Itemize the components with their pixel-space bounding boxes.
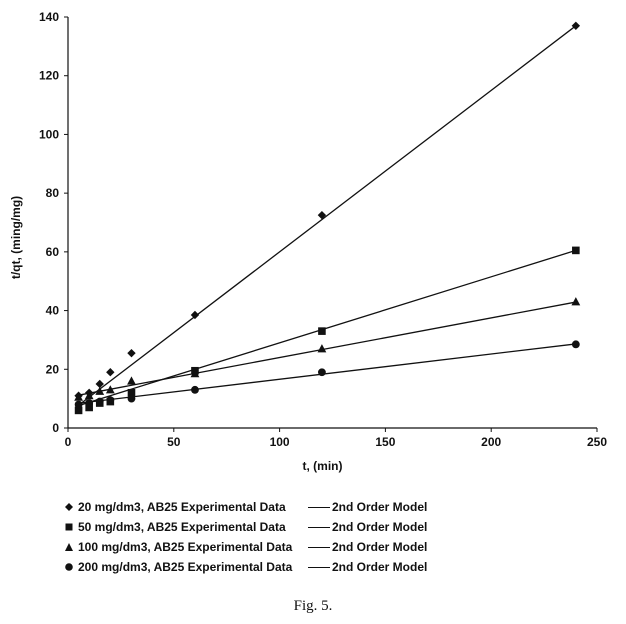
data-point-square: [572, 246, 580, 255]
data-points: [74, 21, 581, 415]
data-point-circle: [74, 400, 83, 409]
data-point-triangle: [127, 376, 136, 385]
y-tick-label: 80: [46, 186, 60, 200]
x-tick-label: 100: [270, 435, 290, 449]
data-point-square: [127, 388, 136, 397]
legend-model-label: 2nd Order Model: [332, 500, 428, 514]
x-axis-title: t, (min): [303, 459, 343, 473]
x-tick-label: 250: [587, 435, 607, 449]
data-point-circle: [106, 396, 115, 405]
data-point-circle: [571, 340, 580, 349]
data-point-diamond: [190, 310, 200, 320]
triangle-marker-icon: [60, 542, 78, 552]
data-point-square: [318, 327, 326, 335]
data-point-diamond: [95, 379, 104, 389]
legend-entry: 20 mg/dm3, AB25 Experimental Data 2nd Ord…: [60, 497, 530, 517]
data-point-triangle: [84, 391, 94, 400]
data-point-circle: [191, 385, 199, 394]
data-point-diamond: [106, 368, 115, 377]
data-point-triangle: [571, 297, 581, 306]
axes: [64, 16, 598, 432]
diamond-marker-icon: [60, 502, 78, 512]
data-point-diamond: [317, 210, 327, 220]
y-tick-label: 60: [46, 245, 60, 259]
legend-series-label: 20 mg/dm3, AB25 Experimental Data: [78, 500, 286, 514]
model-line-4: [78, 343, 576, 404]
data-point-triangle: [105, 385, 115, 394]
legend-model-label: 2nd Order Model: [332, 520, 428, 534]
y-tick-label: 100: [39, 127, 59, 141]
legend-line-swatch: [308, 506, 330, 508]
legend-model-label: 2nd Order Model: [332, 540, 428, 554]
legend-model-label: 2nd Order Model: [332, 560, 428, 574]
figure-caption: Fig. 5.: [293, 598, 333, 614]
x-tick-label: 200: [481, 435, 501, 449]
y-tick-label: 0: [52, 421, 59, 435]
model-line-2: [78, 249, 577, 407]
data-point-triangle: [190, 369, 200, 378]
x-tick-label: 0: [65, 435, 72, 449]
legend-series-label: 200 mg/dm3, AB25 Experimental Data: [78, 560, 293, 574]
legend-line-swatch: [308, 526, 330, 528]
circle-marker-icon: [60, 562, 78, 572]
x-tick-label: 150: [375, 435, 395, 449]
legend-entry: 100 mg/dm3, AB25 Experimental Data 2nd Or…: [60, 537, 530, 557]
legend-entry: 200 mg/dm3, AB25 Experimental Data 2nd Or…: [60, 557, 530, 577]
model-line-3: [78, 301, 576, 396]
y-tick-label: 40: [46, 304, 60, 318]
data-point-square: [85, 403, 93, 412]
data-point-circle: [127, 394, 136, 403]
model-line-1: [78, 25, 577, 406]
data-point-diamond: [127, 348, 136, 358]
legend-series-label: 50 mg/dm3, AB25 Experimental Data: [78, 520, 286, 534]
legend-series-label: 100 mg/dm3, AB25 Experimental Data: [78, 540, 293, 554]
legend: 20 mg/dm3, AB25 Experimental Data 2nd Ord…: [60, 497, 530, 577]
data-point-circle: [318, 368, 326, 377]
data-point-triangle: [74, 392, 83, 401]
data-point-circle: [95, 397, 104, 406]
data-point-square: [74, 406, 83, 415]
legend-line-swatch: [308, 546, 330, 548]
model-lines: [78, 25, 577, 407]
data-point-triangle: [95, 386, 105, 395]
data-point-circle: [85, 399, 94, 407]
legend-entry: 50 mg/dm3, AB25 Experimental Data 2nd Ord…: [60, 517, 530, 537]
legend-line-swatch: [308, 566, 330, 568]
x-tick-label: 50: [167, 435, 181, 449]
data-point-triangle: [317, 344, 327, 353]
square-marker-icon: [60, 522, 78, 532]
y-tick-label: 20: [46, 362, 60, 376]
y-axis-title: t/qt, (ming/mg): [9, 196, 23, 279]
y-tick-label: 120: [39, 69, 59, 83]
tick-labels: 0 20 40 60 80 100 120 140 0 50 100 150 200 250 t, (min…: [9, 10, 607, 473]
data-point-diamond: [571, 21, 581, 31]
y-tick-label: 140: [39, 10, 59, 24]
